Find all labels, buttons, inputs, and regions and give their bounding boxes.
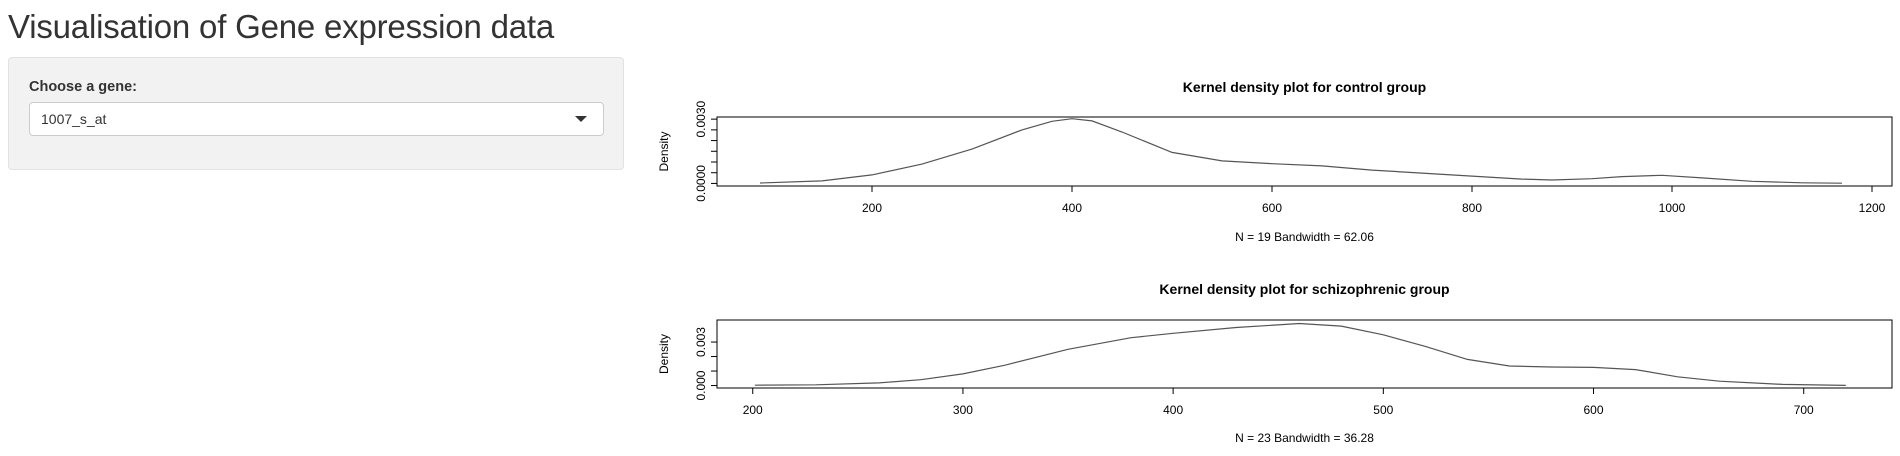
chart-title: Kernel density plot for schizophrenic gr… <box>1159 281 1449 297</box>
gene-select[interactable]: 1007_s_at <box>29 102 604 136</box>
x-tick-label: 1200 <box>1859 201 1886 215</box>
density-curve <box>759 118 1843 184</box>
x-tick-label: 700 <box>1794 403 1814 417</box>
y-axis-label: Density <box>657 334 671 374</box>
y-tick-label: 0.000 <box>694 370 708 400</box>
y-tick-label: 0.0000 <box>694 165 708 202</box>
x-tick-label: 400 <box>1062 201 1082 215</box>
chevron-down-icon <box>575 116 587 122</box>
x-tick-label: 600 <box>1262 201 1282 215</box>
x-tick-label: 300 <box>953 403 973 417</box>
x-tick-label: 1000 <box>1659 201 1686 215</box>
chart-subtitle: N = 23 Bandwidth = 36.28 <box>1235 431 1374 445</box>
chart-subtitle: N = 19 Bandwidth = 62.06 <box>1235 230 1374 244</box>
density-plot-control: Kernel density plot for control group 200… <box>657 79 1893 244</box>
gene-select-label: Choose a gene: <box>29 79 137 95</box>
x-tick-label: 400 <box>1163 403 1183 417</box>
x-tick-label: 200 <box>862 201 882 215</box>
chart-title: Kernel density plot for control group <box>1183 79 1426 95</box>
density-curve <box>754 322 1846 386</box>
x-tick-label: 800 <box>1462 201 1482 215</box>
y-tick-label: 0.003 <box>694 327 708 357</box>
y-axis-label: Density <box>657 131 671 171</box>
x-tick-label: 500 <box>1373 403 1393 417</box>
gene-select-value: 1007_s_at <box>41 111 107 127</box>
x-tick-label: 200 <box>743 403 763 417</box>
plot-frame <box>716 319 1893 389</box>
plot-frame <box>716 116 1893 187</box>
x-tick-label: 600 <box>1584 403 1604 417</box>
page-title: Visualisation of Gene expression data <box>8 8 555 45</box>
y-tick-label: 0.0030 <box>694 100 708 137</box>
sidebar-panel: Choose a gene: 1007_s_at <box>8 57 624 170</box>
density-plot-schizophrenic: Kernel density plot for schizophrenic gr… <box>657 281 1893 445</box>
